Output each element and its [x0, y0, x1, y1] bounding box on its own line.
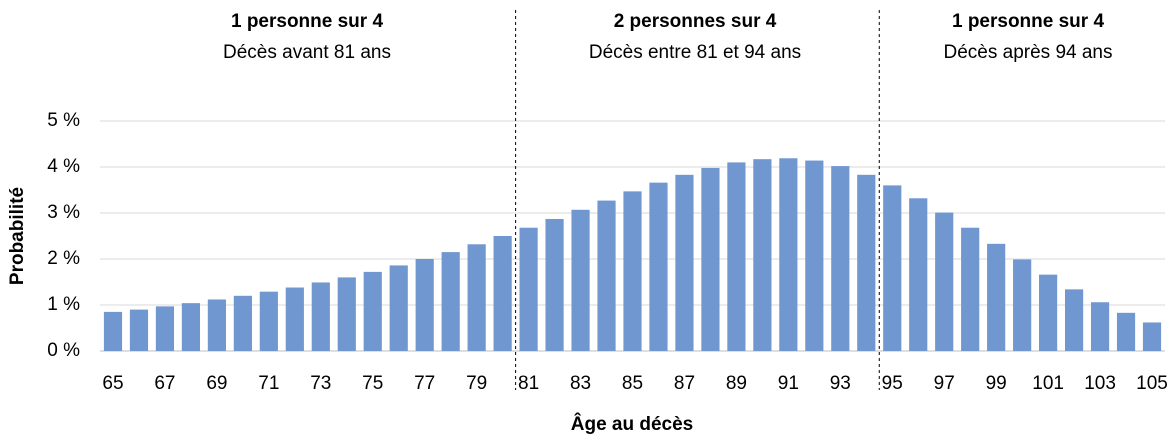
- x-tick-label: 75: [362, 373, 383, 394]
- bar: [363, 271, 382, 351]
- bar: [909, 198, 928, 351]
- annotation-text: Décès avant 81 ans: [223, 42, 391, 63]
- bar: [779, 158, 798, 351]
- bar: [675, 174, 694, 351]
- x-tick-label: 81: [518, 373, 539, 394]
- x-tick-label: 79: [466, 373, 487, 394]
- bar: [883, 185, 902, 351]
- bar: [181, 303, 201, 351]
- x-axis-label: Âge au décès: [571, 413, 694, 435]
- x-tick-label: 95: [882, 373, 903, 394]
- bar: [285, 287, 304, 351]
- bar: [1090, 302, 1110, 351]
- bar: [805, 160, 824, 351]
- bar: [649, 182, 668, 351]
- bar: [831, 166, 850, 351]
- bar: [753, 159, 772, 351]
- y-tick-label: 2 %: [47, 248, 80, 269]
- bar: [259, 291, 278, 351]
- bar: [1064, 289, 1084, 351]
- bar: [441, 252, 460, 351]
- x-tick-label: 85: [622, 373, 643, 394]
- annotation-text: Décès entre 81 et 94 ans: [589, 42, 801, 63]
- x-tick-label: 73: [310, 373, 331, 394]
- x-tick-label: 91: [778, 373, 799, 394]
- annotation-title: 1 personne sur 4: [952, 11, 1104, 32]
- annotation-text: Décès après 94 ans: [944, 42, 1113, 63]
- annotation-title: 2 personnes sur 4: [614, 11, 777, 32]
- x-tick-label: 99: [986, 373, 1007, 394]
- x-tick-label: 69: [206, 373, 227, 394]
- bar: [155, 306, 175, 351]
- bar: [597, 200, 616, 351]
- bar: [1142, 322, 1162, 351]
- y-tick-label: 4 %: [47, 156, 80, 177]
- bar: [233, 295, 252, 351]
- x-tick-label: 83: [570, 373, 591, 394]
- x-tick-label: 103: [1084, 373, 1116, 394]
- x-tick-label: 87: [674, 373, 695, 394]
- bar: [415, 259, 434, 351]
- y-tick-label: 5 %: [47, 110, 80, 131]
- bar: [727, 162, 746, 351]
- bar: [545, 218, 564, 351]
- x-tick-label: 65: [102, 373, 123, 394]
- x-tick-label: 97: [934, 373, 955, 394]
- bar: [1013, 259, 1032, 351]
- bar: [1039, 274, 1058, 351]
- bar: [389, 265, 408, 351]
- y-tick-label: 1 %: [47, 294, 80, 315]
- annotation-title: 1 personne sur 4: [231, 11, 383, 32]
- bar: [935, 212, 954, 351]
- x-tick-label: 101: [1032, 373, 1064, 394]
- bar: [493, 236, 512, 351]
- x-tick-label: 93: [830, 373, 851, 394]
- y-axis-label: Probabilité: [7, 187, 28, 285]
- bar: [129, 309, 149, 351]
- x-tick-label: 89: [726, 373, 747, 394]
- bar: [571, 209, 590, 351]
- bar: [207, 299, 226, 351]
- bar: [311, 282, 330, 351]
- bar: [987, 243, 1006, 351]
- bar: [623, 191, 642, 351]
- y-tick-label: 0 %: [47, 340, 80, 361]
- x-tick-label: 71: [258, 373, 279, 394]
- bar: [467, 244, 486, 351]
- bar: [103, 311, 123, 351]
- bar: [1116, 312, 1136, 351]
- bar: [961, 227, 980, 351]
- x-tick-label: 67: [154, 373, 175, 394]
- bar: [337, 277, 356, 351]
- bar: [701, 167, 720, 351]
- x-tick-label: 77: [414, 373, 435, 394]
- bar: [857, 174, 876, 351]
- bar: [519, 227, 538, 351]
- x-tick-label: 105: [1136, 373, 1168, 394]
- y-tick-label: 3 %: [47, 202, 80, 223]
